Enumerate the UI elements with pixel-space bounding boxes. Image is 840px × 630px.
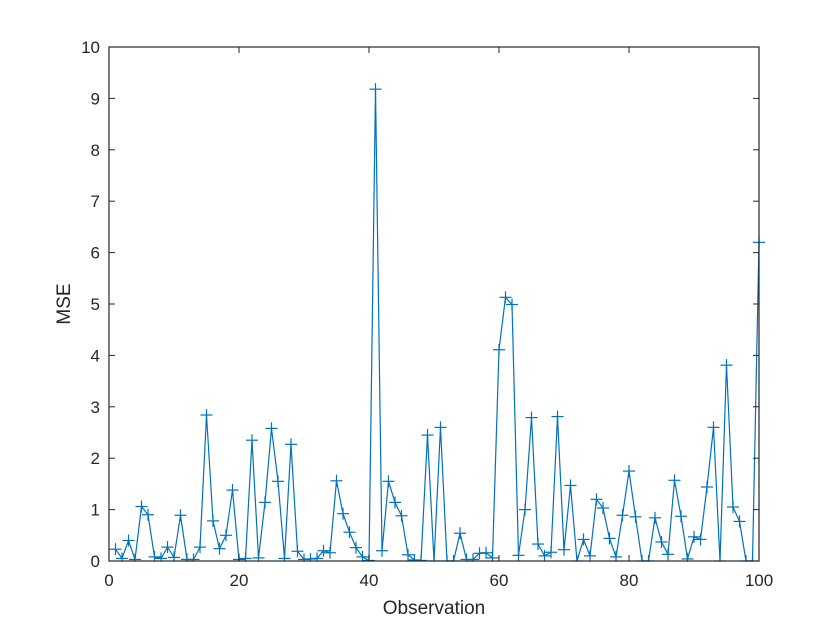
x-axis-label: Observation xyxy=(383,598,485,619)
x-tick-label: 80 xyxy=(620,571,639,590)
data-point-marker xyxy=(291,545,304,558)
data-point-marker xyxy=(174,509,187,522)
data-point-marker xyxy=(317,544,330,557)
data-point-marker xyxy=(454,527,466,540)
data-point-marker xyxy=(662,548,674,561)
data-point-marker xyxy=(694,533,707,546)
data-point-marker xyxy=(720,359,733,372)
y-tick-label: 6 xyxy=(91,244,100,263)
data-point-marker xyxy=(564,479,577,492)
data-point-marker xyxy=(324,546,336,559)
data-point-marker xyxy=(525,411,538,424)
data-point-marker xyxy=(558,543,570,556)
y-tick-label: 8 xyxy=(91,141,100,160)
data-point-marker xyxy=(207,514,219,527)
data-point-marker xyxy=(330,474,343,487)
data-point-marker xyxy=(493,343,505,356)
data-point-marker xyxy=(675,510,687,523)
data-point-marker xyxy=(668,474,681,487)
data-point-marker xyxy=(649,511,661,524)
x-tick-label: 40 xyxy=(360,571,379,590)
axes: 0 20 40 60 80 100 0 1 2 3 4 5 6 7 8 9 10 xyxy=(81,38,773,590)
y-tick-label: 2 xyxy=(91,449,100,468)
data-point-marker xyxy=(584,549,596,562)
x-tick-label: 60 xyxy=(490,571,509,590)
data-point-marker xyxy=(506,298,518,311)
y-tick-label: 9 xyxy=(91,89,100,108)
data-point-marker xyxy=(265,422,278,435)
x-tick-label: 100 xyxy=(745,571,773,590)
data-point-marker xyxy=(707,421,720,434)
data-point-marker xyxy=(421,429,434,442)
data-point-marker xyxy=(109,543,122,556)
data-point-marker xyxy=(655,535,668,548)
data-point-marker xyxy=(629,510,642,523)
data-point-marker xyxy=(538,549,551,562)
y-tick-label: 5 xyxy=(91,295,100,314)
data-point-marker xyxy=(272,475,284,488)
data-point-marker xyxy=(480,546,492,559)
data-point-marker xyxy=(551,410,564,423)
data-point-marker xyxy=(733,515,746,528)
data-point-marker xyxy=(213,542,226,555)
data-point-marker xyxy=(369,83,382,96)
data-point-marker xyxy=(285,438,297,451)
data-point-marker xyxy=(688,530,700,543)
data-point-marker xyxy=(395,509,408,522)
data-point-marker xyxy=(597,502,609,515)
data-point-marker xyxy=(499,291,512,304)
y-axis-label: MSE xyxy=(54,283,75,324)
data-point-marker xyxy=(603,532,616,545)
data-point-marker xyxy=(402,548,414,561)
data-point-marker xyxy=(701,480,713,493)
data-point-marker xyxy=(389,496,401,509)
axes-box xyxy=(108,46,760,562)
data-point-marker xyxy=(226,484,239,497)
data-point-marker xyxy=(519,503,531,516)
data-point-marker xyxy=(382,475,395,488)
data-point-marker xyxy=(376,544,388,557)
data-series-line xyxy=(115,89,760,562)
data-point-marker xyxy=(194,541,206,554)
data-point-marker xyxy=(168,551,180,564)
data-point-marker xyxy=(590,493,603,506)
y-tick-label: 10 xyxy=(81,38,100,57)
y-tick-label: 3 xyxy=(91,398,100,417)
plot-area xyxy=(109,83,765,567)
y-tick-label: 4 xyxy=(91,346,100,365)
data-point-marker xyxy=(343,526,356,539)
data-point-marker xyxy=(161,541,174,554)
data-point-marker xyxy=(434,421,447,434)
data-point-marker xyxy=(616,509,629,522)
data-point-marker xyxy=(512,549,525,562)
data-point-marker xyxy=(200,409,213,422)
data-point-marker xyxy=(135,500,148,513)
y-tick-label: 1 xyxy=(91,501,100,520)
data-point-marker xyxy=(122,534,135,547)
y-tick-label: 0 xyxy=(91,552,100,571)
data-point-marker xyxy=(259,496,271,509)
data-point-marker xyxy=(142,508,154,521)
data-point-marker xyxy=(545,546,557,559)
x-tick-label: 20 xyxy=(230,571,249,590)
data-point-marker xyxy=(577,533,590,546)
data-point-marker xyxy=(350,541,362,554)
data-point-marker xyxy=(337,507,349,520)
data-point-marker xyxy=(246,434,258,447)
x-tick-label: 0 xyxy=(104,571,113,590)
data-point-marker xyxy=(623,465,635,478)
data-point-marker xyxy=(220,529,232,542)
data-point-marker xyxy=(727,501,739,514)
data-point-marker xyxy=(532,538,544,551)
y-tick-label: 7 xyxy=(91,192,100,211)
